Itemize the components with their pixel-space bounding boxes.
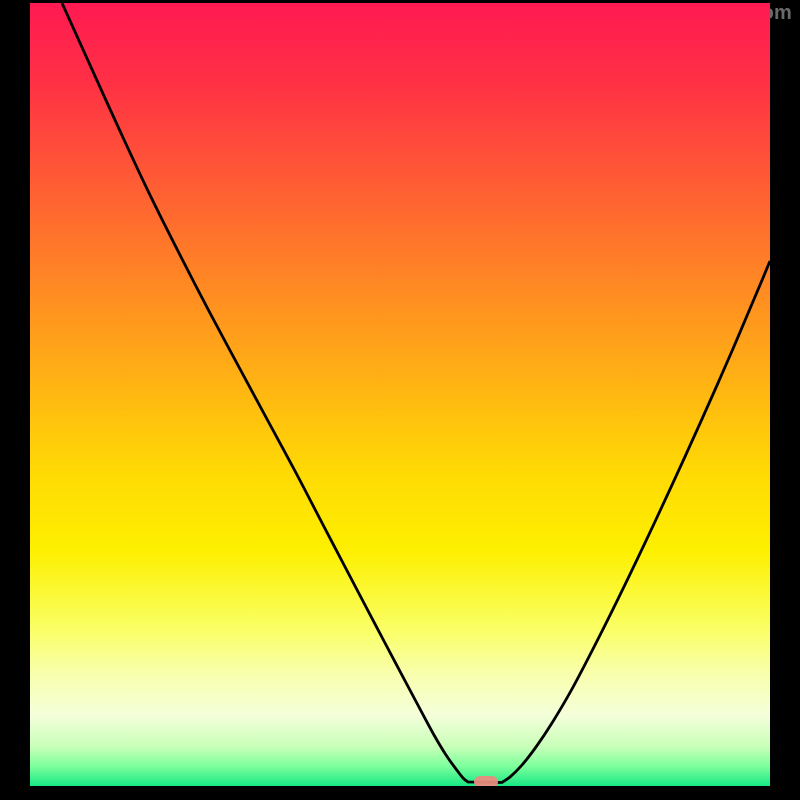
bottleneck-curve — [62, 3, 770, 783]
chart-frame: TheBottleneck.com — [0, 0, 800, 800]
minimum-marker — [474, 776, 498, 786]
plot-area — [30, 3, 770, 786]
curve-layer — [30, 3, 770, 786]
